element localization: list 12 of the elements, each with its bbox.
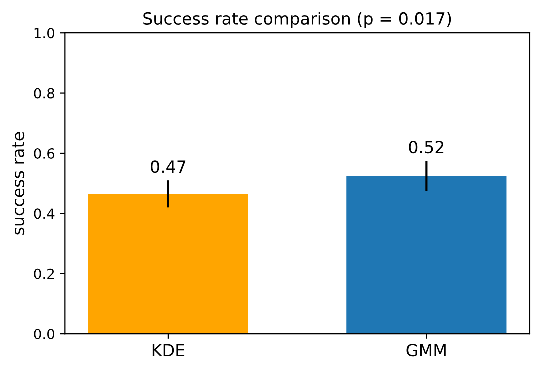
y-tick-label: 0.4	[34, 208, 55, 220]
y-tick-label: 0.2	[34, 268, 54, 280]
y-tick-label: 1.0	[34, 28, 55, 39]
y-tick-label: 0.8	[34, 88, 54, 99]
y-tick-label: 0.6	[34, 148, 55, 159]
x-tick-label: KDE	[152, 344, 185, 356]
x-tick-label: GMM	[406, 344, 446, 357]
data-label: 0.52	[409, 141, 444, 154]
y-tick-label: 0.0	[34, 329, 55, 340]
data-label: 0.47	[150, 160, 186, 174]
y-axis-title: success rate	[12, 132, 25, 235]
chart-title: Success rate comparison (p = 0.017)	[144, 12, 452, 28]
